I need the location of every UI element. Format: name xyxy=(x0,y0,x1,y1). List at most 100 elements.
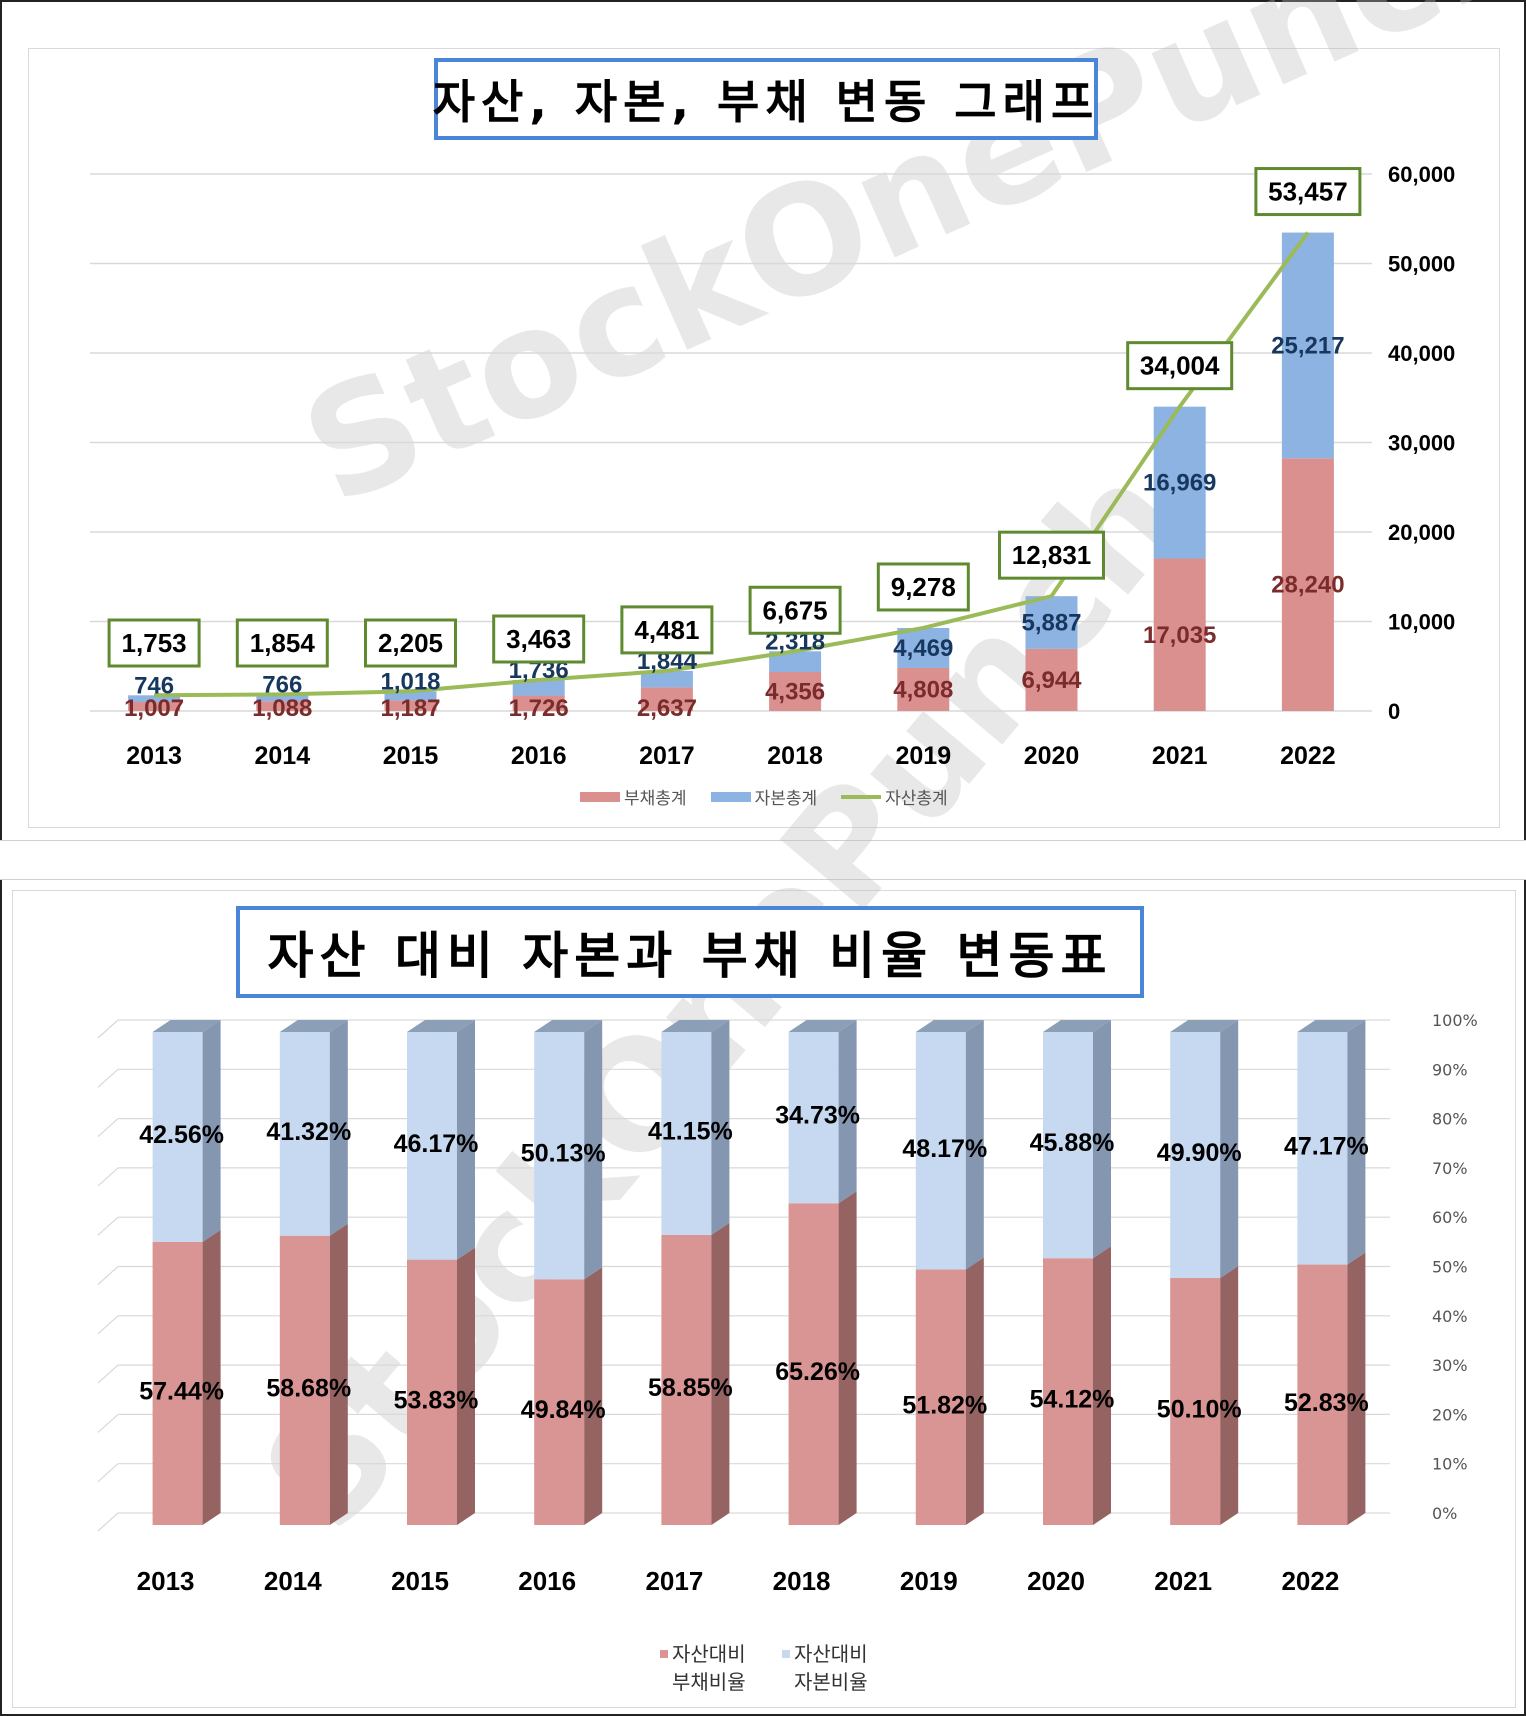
bar-debt-ratio xyxy=(1170,1278,1221,1525)
gridline-side xyxy=(97,1068,119,1088)
label-equity-ratio: 50.13% xyxy=(521,1140,606,1168)
x-tick-label: 2015 xyxy=(383,742,439,770)
label-debt-ratio: 51.82% xyxy=(902,1391,987,1419)
label-assets: 1,854 xyxy=(250,628,316,658)
y-tick-label: 20% xyxy=(1432,1405,1468,1424)
label-assets: 4,481 xyxy=(634,615,699,645)
bar-debt-ratio-side xyxy=(1093,1246,1111,1525)
x-tick-label: 2018 xyxy=(767,742,823,770)
bar-debt-ratio-side xyxy=(584,1267,603,1525)
bar-debt-ratio xyxy=(407,1259,457,1525)
gridline-side xyxy=(97,1266,119,1285)
x-tick-label: 2014 xyxy=(254,742,310,770)
label-box-assets xyxy=(620,605,714,655)
bar-equity-ratio-side xyxy=(584,1020,603,1280)
bar-equity xyxy=(769,651,822,673)
bar-debt-ratio xyxy=(1043,1258,1093,1525)
legend-debt-line1: 자산대비 xyxy=(672,1642,746,1666)
bar-debt-ratio-side xyxy=(711,1222,730,1525)
x-tick-label: 2016 xyxy=(511,742,567,770)
label-liabilities: 1,187 xyxy=(380,695,440,722)
label-box-assets xyxy=(998,530,1105,580)
bar-debt-ratio xyxy=(661,1234,712,1525)
bar-debt-ratio xyxy=(534,1279,585,1525)
label-equity: 746 xyxy=(134,672,174,699)
y-tick-label: 100% xyxy=(1432,1011,1478,1030)
label-equity-ratio: 49.90% xyxy=(1157,1139,1242,1167)
label-liabilities: 4,356 xyxy=(765,679,825,706)
legend-label-equity: 자본총계 xyxy=(754,789,818,809)
bar-equity-ratio-side xyxy=(329,1020,348,1236)
bar-debt-ratio xyxy=(1297,1264,1348,1525)
label-equity: 16,969 xyxy=(1143,470,1216,497)
y-tick-label: 90% xyxy=(1432,1060,1468,1079)
y-tick-label: 60% xyxy=(1432,1208,1468,1227)
x-tick-label: 2013 xyxy=(126,742,182,770)
label-equity-ratio: 45.88% xyxy=(1030,1129,1115,1157)
label-assets: 34,004 xyxy=(1140,351,1220,381)
legend-label-assets: 자산총계 xyxy=(885,789,948,809)
bar-equity-ratio-side xyxy=(1220,1020,1239,1279)
bar-debt-ratio xyxy=(152,1241,203,1525)
gridline-side xyxy=(97,1364,119,1384)
label-assets: 12,831 xyxy=(1012,540,1092,570)
label-equity-ratio: 41.32% xyxy=(266,1118,351,1146)
x-tick-label: 2017 xyxy=(639,742,695,770)
label-box-assets xyxy=(1126,341,1234,391)
bar-equity xyxy=(640,670,693,688)
label-equity-ratio: 42.56% xyxy=(139,1121,224,1149)
legend-item-equity-ratio: 자산대비 자본비율 xyxy=(782,1640,886,1696)
y-tick-label: 30,000 xyxy=(1388,431,1455,456)
bottom-chart-title: 자산 대비 자본과 부채 비율 변동표 xyxy=(236,906,1144,998)
bar-debt-ratio-side xyxy=(838,1191,857,1525)
label-debt-ratio: 52.83% xyxy=(1284,1389,1369,1417)
label-equity-ratio: 34.73% xyxy=(775,1102,860,1130)
label-equity: 766 xyxy=(262,671,302,698)
x-tick-label: 2016 xyxy=(518,1566,576,1596)
bar-equity xyxy=(1281,232,1334,459)
x-tick-label: 2017 xyxy=(645,1566,703,1596)
bar-equity-ratio xyxy=(407,1032,457,1260)
bar-equity-ratio xyxy=(915,1032,966,1270)
bar-equity xyxy=(1025,596,1078,649)
label-debt-ratio: 50.10% xyxy=(1157,1396,1242,1424)
x-tick-label: 2015 xyxy=(391,1566,449,1596)
legend-label-debt-ratio: 자산대비 부채비율 xyxy=(672,1640,764,1696)
bar-liabilities xyxy=(256,701,309,711)
bar-liabilities xyxy=(640,687,693,711)
y-tick-label: 0% xyxy=(1432,1504,1457,1523)
label-box-assets xyxy=(107,618,201,668)
label-assets: 2,205 xyxy=(378,628,443,658)
bar-debt-ratio-side xyxy=(1220,1266,1239,1525)
bar-top xyxy=(152,1020,221,1032)
y-tick-label: 50,000 xyxy=(1388,252,1455,277)
label-liabilities: 2,637 xyxy=(637,695,697,722)
label-equity-ratio: 41.15% xyxy=(648,1117,733,1145)
label-liabilities: 28,240 xyxy=(1271,572,1344,599)
legend-equity-line2: 자본비율 xyxy=(794,1670,868,1694)
label-equity-ratio: 46.17% xyxy=(394,1130,479,1158)
bar-liabilities xyxy=(897,667,950,711)
bar-debt-ratio-side xyxy=(202,1229,221,1525)
x-tick-label: 2013 xyxy=(137,1566,195,1596)
bar-top xyxy=(407,1020,475,1032)
x-tick-label: 2018 xyxy=(773,1566,831,1596)
bar-equity-ratio xyxy=(1170,1032,1221,1279)
x-tick-label: 2020 xyxy=(1027,1566,1085,1596)
gridline-side xyxy=(97,1463,119,1483)
bar-equity-ratio xyxy=(1043,1032,1093,1259)
top-legend: 부채총계 자본총계 자산총계 xyxy=(580,784,948,809)
legend-item-assets: 자산총계 xyxy=(841,784,948,809)
legend-swatch-assets xyxy=(841,794,882,799)
bar-debt-ratio xyxy=(915,1269,966,1525)
label-liabilities: 17,035 xyxy=(1143,622,1216,649)
label-debt-ratio: 65.26% xyxy=(775,1358,860,1386)
label-assets: 1,753 xyxy=(122,628,187,658)
x-tick-label: 2014 xyxy=(264,1566,322,1596)
panel-separator xyxy=(0,840,1526,880)
x-tick-label: 2019 xyxy=(900,1566,958,1596)
y-tick-label: 10,000 xyxy=(1388,610,1455,635)
legend-item-equity: 자본총계 xyxy=(710,784,818,809)
bar-equity xyxy=(384,691,437,701)
